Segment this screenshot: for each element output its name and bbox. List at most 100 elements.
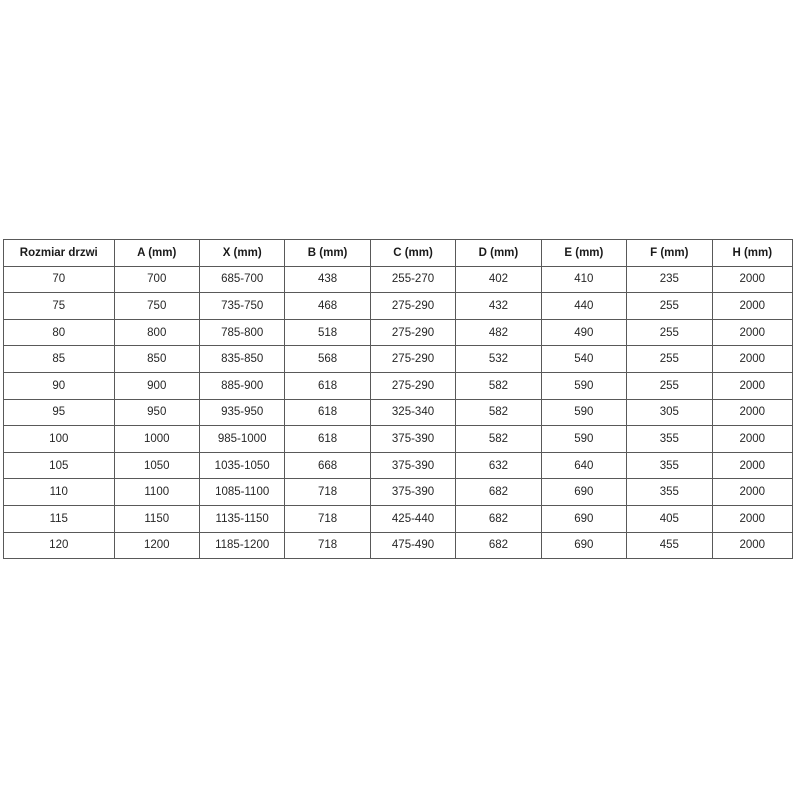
table-cell: 95: [3, 398, 115, 427]
column-header: A (mm): [113, 239, 200, 267]
table-body: 70 700 685-700 438 255-270 402 410 235 2000 75 750…: [3, 265, 793, 560]
table-row: 85 850 835-850 568 275-290 532 540 255 2000: [3, 345, 793, 373]
table-cell: 718: [284, 531, 371, 560]
table-cell: 690: [540, 531, 628, 560]
table-row: 105 1050 1035-1050 668 375-390 632 640 355 2000: [3, 451, 793, 480]
table-cell: 2000: [711, 371, 793, 400]
table-cell: 668: [284, 451, 371, 480]
table-cell: 355: [626, 478, 713, 506]
table-row: 120 1200 1185-1200 718 475-490 682 690 455 2000: [3, 531, 793, 560]
table-cell: 70: [3, 265, 115, 294]
table-cell: 935-950: [198, 398, 286, 427]
table-cell: 682: [455, 504, 542, 533]
table-cell: 305: [626, 398, 713, 427]
table-cell: 115: [3, 504, 115, 533]
table-cell: 2000: [711, 265, 793, 294]
table-cell: 255: [626, 345, 713, 373]
table-cell: 2000: [711, 451, 793, 480]
table-cell: 255-270: [369, 265, 457, 294]
table-cell: 750: [113, 292, 200, 320]
table-cell: 950: [113, 398, 200, 427]
table-cell: 582: [455, 425, 542, 453]
table-cell: 255: [626, 292, 713, 320]
table-cell: 405: [626, 504, 713, 533]
table-cell: 2000: [711, 318, 793, 347]
table-cell: 718: [284, 504, 371, 533]
table-cell: 110: [3, 478, 115, 506]
column-header: D (mm): [455, 239, 542, 267]
table-cell: 690: [540, 478, 628, 506]
table-row: 70 700 685-700 438 255-270 402 410 235 2000: [3, 265, 793, 294]
table-cell: 885-900: [198, 371, 286, 400]
table-cell: 632: [455, 451, 542, 480]
table-cell: 235: [626, 265, 713, 294]
table-cell: 375-390: [369, 451, 457, 480]
door-dimensions-table: Rozmiar drzwi A (mm) X (mm) B (mm) C (mm) D (…: [3, 239, 793, 560]
table-row: 110 1100 1085-1100 718 375-390 682 690 355 2000: [3, 478, 793, 506]
table-cell: 75: [3, 292, 115, 320]
table-cell: 682: [455, 531, 542, 560]
table-cell: 540: [540, 345, 628, 373]
table-cell: 105: [3, 451, 115, 480]
column-header: E (mm): [540, 239, 628, 267]
table-cell: 255: [626, 318, 713, 347]
table-row: 80 800 785-800 518 275-290 482 490 255 2000: [3, 318, 793, 347]
table-cell: 640: [540, 451, 628, 480]
table-cell: 120: [3, 531, 115, 560]
table-cell: 325-340: [369, 398, 457, 427]
table-cell: 440: [540, 292, 628, 320]
table-cell: 685-700: [198, 265, 286, 294]
table-cell: 785-800: [198, 318, 286, 347]
column-header: C (mm): [369, 239, 457, 267]
table-cell: 2000: [711, 345, 793, 373]
table-cell: 1035-1050: [198, 451, 286, 480]
table-cell: 255: [626, 371, 713, 400]
table-head: Rozmiar drzwi A (mm) X (mm) B (mm) C (mm) D (…: [3, 239, 793, 267]
table-cell: 90: [3, 371, 115, 400]
table-cell: 618: [284, 398, 371, 427]
table-cell: 432: [455, 292, 542, 320]
table-row: 75 750 735-750 468 275-290 432 440 255 2000: [3, 292, 793, 320]
table-cell: 690: [540, 504, 628, 533]
table-cell: 590: [540, 398, 628, 427]
table-cell: 682: [455, 478, 542, 506]
table-cell: 85: [3, 345, 115, 373]
table-row: 100 1000 985-1000 618 375-390 582 590 355 2000: [3, 425, 793, 453]
table-cell: 590: [540, 425, 628, 453]
column-header: X (mm): [198, 239, 286, 267]
column-header: H (mm): [711, 239, 793, 267]
table-cell: 532: [455, 345, 542, 373]
table-cell: 900: [113, 371, 200, 400]
table-cell: 100: [3, 425, 115, 453]
table-cell: 985-1000: [198, 425, 286, 453]
table-cell: 1135-1150: [198, 504, 286, 533]
table-cell: 275-290: [369, 371, 457, 400]
table-cell: 582: [455, 398, 542, 427]
table-cell: 800: [113, 318, 200, 347]
table-cell: 375-390: [369, 478, 457, 506]
table-cell: 1100: [113, 478, 200, 506]
column-header: F (mm): [626, 239, 713, 267]
table-cell: 590: [540, 371, 628, 400]
table-cell: 700: [113, 265, 200, 294]
table-cell: 518: [284, 318, 371, 347]
table-cell: 735-750: [198, 292, 286, 320]
table-cell: 438: [284, 265, 371, 294]
table-row: 95 950 935-950 618 325-340 582 590 305 2000: [3, 398, 793, 427]
table-cell: 455: [626, 531, 713, 560]
table-cell: 2000: [711, 504, 793, 533]
table-cell: 355: [626, 425, 713, 453]
table-cell: 2000: [711, 398, 793, 427]
table-cell: 275-290: [369, 292, 457, 320]
table-cell: 2000: [711, 531, 793, 560]
table-cell: 490: [540, 318, 628, 347]
table-cell: 2000: [711, 292, 793, 320]
table-cell: 482: [455, 318, 542, 347]
table-cell: 618: [284, 371, 371, 400]
table-cell: 275-290: [369, 318, 457, 347]
table-cell: 618: [284, 425, 371, 453]
table-cell: 375-390: [369, 425, 457, 453]
table-cell: 410: [540, 265, 628, 294]
table-cell: 568: [284, 345, 371, 373]
